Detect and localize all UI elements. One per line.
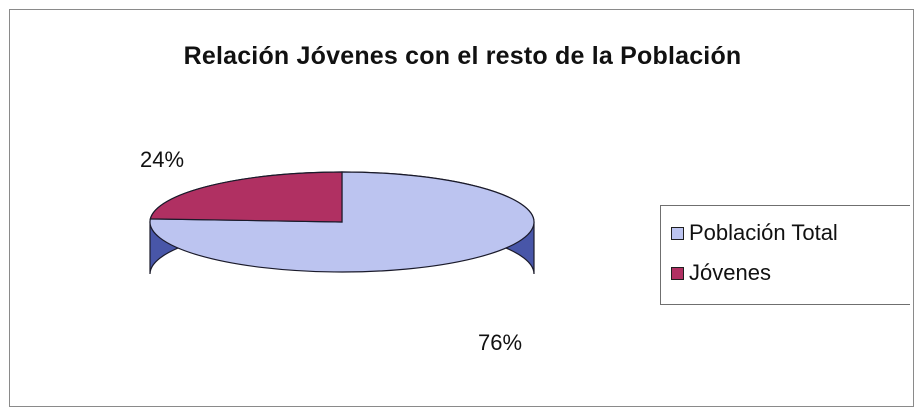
legend-item-poblacion-total: Población Total (671, 218, 838, 248)
chart-title: Relación Jóvenes con el resto de la Pobl… (183, 42, 742, 70)
pie-slice-poblacion-total (149, 171, 535, 273)
legend-label-jovenes: Jóvenes (689, 260, 771, 285)
legend-swatch-jovenes (671, 266, 684, 280)
legend-item-jovenes: Jóvenes (671, 258, 771, 288)
pie-slice-jovenes (149, 171, 343, 223)
legend-label-poblacion-total: Población Total (689, 220, 838, 245)
pct-label-jovenes: 24% (140, 147, 184, 172)
legend-swatch-poblacion-total (671, 226, 684, 240)
chart-legend: Población Total Jóvenes (660, 205, 910, 305)
pie-top (149, 171, 535, 273)
pct-label-poblacion-total: 76% (478, 330, 522, 355)
